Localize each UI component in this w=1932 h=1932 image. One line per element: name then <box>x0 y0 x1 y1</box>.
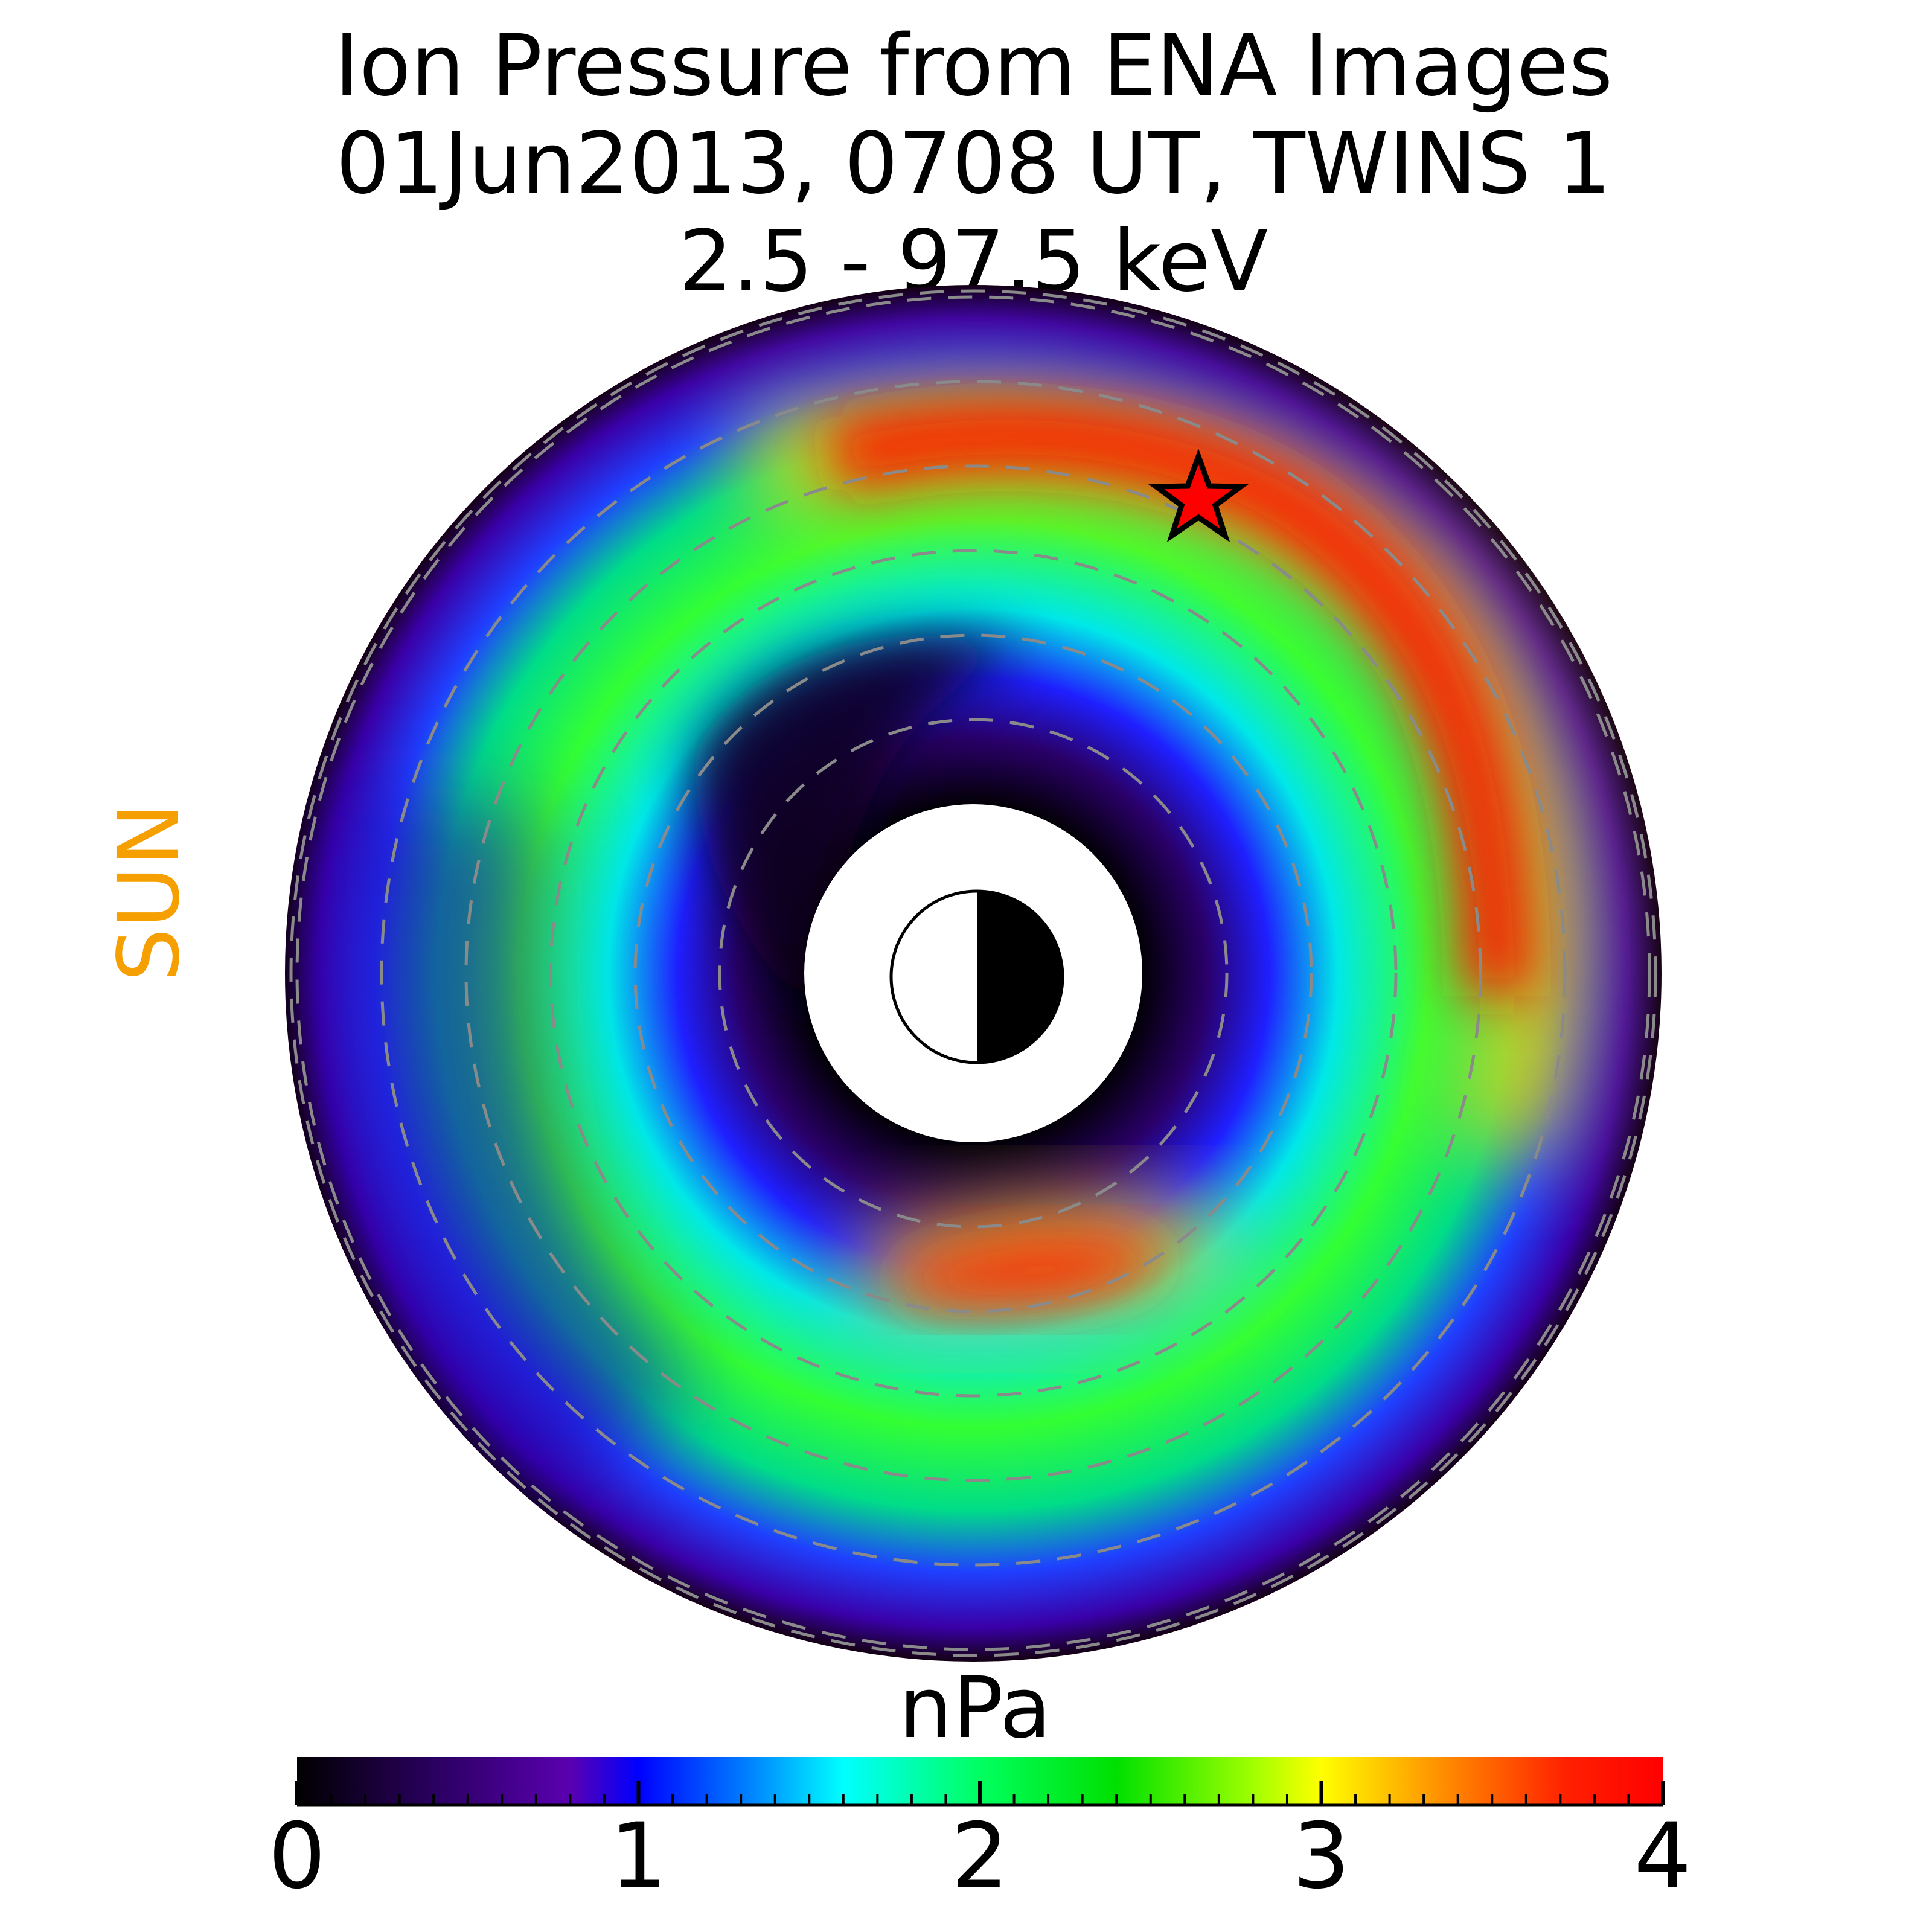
lower-peak-blob <box>894 1236 1165 1303</box>
radial-distance-rings <box>289 289 1657 1657</box>
distance-ring <box>464 464 1482 1482</box>
max-pressure-star-icon <box>1148 448 1249 543</box>
colorbar-tick-label: 2 <box>951 1804 1009 1909</box>
colorbar-unit-label: nPa <box>898 1659 1052 1758</box>
colorbar-ticks <box>295 1781 1665 1805</box>
distance-ring <box>380 380 1567 1567</box>
dayside-low-region <box>332 785 694 1509</box>
distance-ring <box>718 718 1229 1229</box>
distance-ring <box>295 295 1651 1651</box>
distance-ring <box>549 549 1398 1398</box>
distance-ring <box>289 289 1657 1657</box>
colorbar-tick-label: 1 <box>609 1804 668 1909</box>
distance-ring <box>633 633 1313 1313</box>
chart-title-line-2: 01Jun2013, 0708 UT, TWINS 1 <box>336 115 1611 213</box>
colorbar-tick-label: 0 <box>268 1804 326 1909</box>
colorbar-tick-label: 4 <box>1634 1804 1692 1909</box>
inner-dark-region <box>694 635 1026 1026</box>
earth-icon <box>889 889 1064 1064</box>
pressure-heatmap <box>285 285 1662 1662</box>
colorbar <box>295 1757 1665 1807</box>
colorbar-tick-label: 3 <box>1292 1804 1351 1909</box>
upper-peak-arc <box>824 400 1534 997</box>
chart-title-line-1: Ion Pressure from ENA Images <box>334 17 1613 115</box>
